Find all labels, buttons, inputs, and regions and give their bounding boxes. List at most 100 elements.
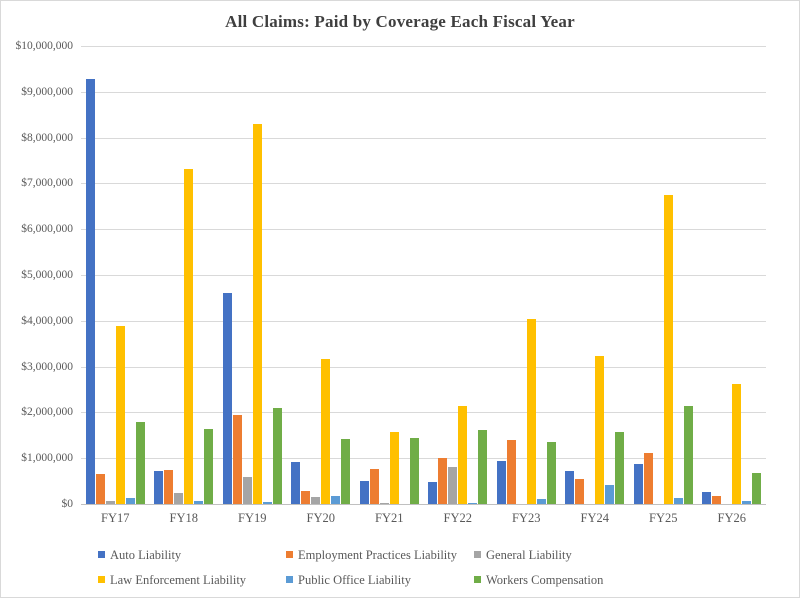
bar-law-enforcement-liability [389, 432, 399, 504]
x-axis-line [81, 504, 766, 505]
bar-auto-liability [154, 471, 164, 504]
bar-law-enforcement-liability [663, 195, 673, 504]
bar-general-liability [174, 493, 184, 504]
y-axis-tick-label: $2,000,000 [21, 406, 73, 418]
bar-group-fy24 [561, 46, 630, 504]
bar-employment-practices-liability [575, 479, 585, 504]
bar-law-enforcement-liability [595, 356, 605, 504]
bar-auto-liability [702, 492, 712, 504]
gridline [81, 183, 766, 184]
y-axis-tick-label: $9,000,000 [21, 86, 73, 98]
y-axis-tick-label: $7,000,000 [21, 177, 73, 189]
bar-workers-compensation [683, 406, 693, 504]
y-axis-tick-label: $10,000,000 [15, 40, 74, 52]
x-axis-tick-label: FY19 [238, 511, 267, 525]
legend-label: Workers Compensation [486, 573, 604, 587]
x-axis-tick-label: FY18 [169, 511, 198, 525]
bar-law-enforcement-liability [458, 406, 468, 504]
y-axis-tick-label: $4,000,000 [21, 315, 73, 327]
bar-general-liability [311, 497, 321, 504]
bar-group-fy25 [629, 46, 698, 504]
bar-employment-practices-liability [438, 458, 448, 504]
bar-general-liability [242, 477, 252, 504]
bar-workers-compensation [546, 442, 556, 504]
legend-marker-icon [286, 576, 293, 583]
bar-public-office-liability [194, 501, 204, 504]
legend-marker-icon [98, 576, 105, 583]
bar-workers-compensation [341, 439, 351, 504]
y-axis-tick-label: $0 [61, 498, 74, 510]
bar-employment-practices-liability [643, 453, 653, 504]
bar-auto-liability [428, 482, 438, 504]
legend-label: Public Office Liability [298, 573, 411, 587]
bar-general-liability [379, 503, 389, 504]
bar-public-office-liability [536, 499, 546, 504]
bar-group-fy20 [287, 46, 356, 504]
bar-group-fy21 [355, 46, 424, 504]
legend-marker-icon [286, 551, 293, 558]
x-axis-tick-label: FY21 [375, 511, 404, 525]
bar-employment-practices-liability [301, 491, 311, 504]
bar-public-office-liability [673, 498, 683, 504]
bar-employment-practices-liability [506, 440, 516, 504]
bar-law-enforcement-liability [321, 359, 331, 504]
y-axis-tick-label: $1,000,000 [21, 452, 73, 464]
gridline [81, 412, 766, 413]
bar-auto-liability [633, 464, 643, 504]
bar-group-fy17 [81, 46, 150, 504]
legend-label: Law Enforcement Liability [110, 573, 247, 587]
legend-item-public-office-liability: Public Office Liability [286, 573, 411, 588]
bar-law-enforcement-liability [732, 384, 742, 504]
legend-marker-icon [98, 551, 105, 558]
bar-auto-liability [85, 79, 95, 504]
legend-label: Employment Practices Liability [298, 548, 457, 562]
bar-series [81, 46, 766, 504]
bar-workers-compensation [204, 429, 214, 504]
bar-employment-practices-liability [95, 474, 105, 504]
x-axis-labels: FY17 FY18 FY19 FY20 FY21 FY22 FY23 FY24 FY25 FY26 [81, 511, 766, 527]
legend-label: Auto Liability [110, 548, 182, 562]
y-axis-tick-label: $6,000,000 [21, 223, 73, 235]
bar-employment-practices-liability [712, 496, 722, 504]
legend-item-auto-liability: Auto Liability [98, 548, 181, 563]
x-axis-tick-label: FY25 [649, 511, 678, 525]
bar-auto-liability [291, 462, 301, 504]
chart-title: All Claims: Paid by Coverage Each Fiscal… [225, 12, 575, 31]
bar-auto-liability [565, 471, 575, 504]
bar-auto-liability [496, 461, 506, 504]
legend-marker-icon [474, 551, 481, 558]
x-axis-tick-label: FY17 [101, 511, 130, 525]
bar-auto-liability [222, 293, 232, 504]
y-axis-tick-label: $8,000,000 [21, 132, 73, 144]
y-axis-labels: $0 $1,000,000 $2,000,000 $3,000,000 $4,000,0… [1, 1, 74, 597]
bar-workers-compensation [615, 432, 625, 504]
gridline [81, 367, 766, 368]
bar-public-office-liability [605, 485, 615, 504]
legend-item-employment-practices-liability: Employment Practices Liability [286, 548, 457, 563]
legend-item-workers-compensation: Workers Compensation [474, 573, 603, 588]
bar-law-enforcement-liability [184, 169, 194, 504]
legend-marker-icon [474, 576, 481, 583]
y-axis-tick-label: $5,000,000 [21, 269, 73, 281]
x-axis-tick-label: FY24 [580, 511, 609, 525]
bar-law-enforcement-liability [115, 326, 125, 504]
bar-employment-practices-liability [232, 415, 242, 504]
bar-group-fy26 [698, 46, 767, 504]
x-axis-tick-label: FY26 [717, 511, 746, 525]
x-axis-tick-label: FY23 [512, 511, 541, 525]
legend-item-general-liability: General Liability [474, 548, 572, 563]
bar-public-office-liability [742, 501, 752, 504]
bar-group-fy23 [492, 46, 561, 504]
bar-employment-practices-liability [164, 470, 174, 504]
bar-workers-compensation [135, 422, 145, 504]
bar-auto-liability [359, 481, 369, 504]
bar-public-office-liability [262, 502, 272, 504]
bar-public-office-liability [125, 498, 135, 504]
gridline [81, 275, 766, 276]
gridline [81, 138, 766, 139]
bar-workers-compensation [409, 438, 419, 504]
bar-workers-compensation [752, 473, 762, 504]
gridline [81, 92, 766, 93]
gridline [81, 458, 766, 459]
